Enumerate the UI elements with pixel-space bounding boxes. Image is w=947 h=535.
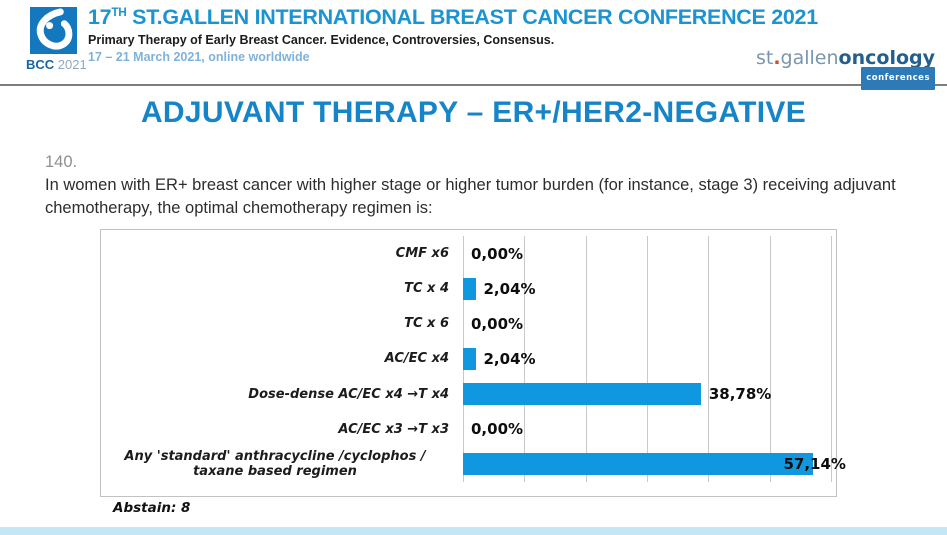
bar-plot-area: 0,00% <box>463 236 831 271</box>
bar-plot-area: 57,14% <box>463 447 846 482</box>
sg-gallen: gallen <box>780 47 839 69</box>
bar-row: AC/EC x4 2,04% <box>101 341 831 376</box>
bar-category-label: TC x 4 <box>404 281 449 297</box>
bar-row: CMF x6 0,00% <box>101 236 831 271</box>
bar-fill <box>463 453 814 476</box>
gridline <box>647 236 648 482</box>
bar-value-label: 2,04% <box>483 349 536 368</box>
bar-category-label: AC/EC x3 →T x3 <box>338 421 449 437</box>
bar-row: TC x 4 2,04% <box>101 271 831 306</box>
bar-value-label: 0,00% <box>471 244 524 263</box>
conference-title-rest: ST.GALLEN INTERNATIONAL BREAST CANCER CO… <box>126 5 818 30</box>
gridline <box>524 236 526 482</box>
slide-title: ADJUVANT THERAPY – ER+/HER2-NEGATIVE <box>140 96 807 129</box>
bar-row: TC x 6 0,00% <box>101 306 831 341</box>
conference-subtitle: Primary Therapy of Early Breast Cancer. … <box>88 33 555 48</box>
bar-row: AC/EC x3 →T x3 0,00% <box>101 412 831 447</box>
bar-category-label: TC x 6 <box>404 316 449 332</box>
conference-title: 17TH ST.GALLEN INTERNATIONAL BREAST CANC… <box>88 5 818 30</box>
question-number: 140. <box>45 153 78 171</box>
bar-chart: CMF x6 0,00% TC x 4 2,04% TC x 6 0,00% AC/EC x… <box>100 229 846 497</box>
sg-badge-row: conferences <box>756 64 935 90</box>
sg-dot: . <box>773 47 781 69</box>
bar-value-label: 0,00% <box>471 420 524 439</box>
conference-title-number: 17 <box>88 5 112 30</box>
bar-category-label: AC/EC x4 <box>384 351 449 367</box>
conference-header: BCC 2021 17TH ST.GALLEN INTERNATIONAL BR… <box>0 0 947 90</box>
bar-fill <box>463 277 476 300</box>
conference-dateline: 17 – 21 March 2021, online worldwide <box>88 50 310 65</box>
bottom-accent-strip <box>0 527 947 535</box>
gridline <box>831 236 832 482</box>
sg-oncology: oncology <box>838 47 935 69</box>
bar-plot-area: 2,04% <box>463 271 831 306</box>
bar-row: Dose-dense AC/EC x4 →T x4 38,78% <box>101 377 831 412</box>
gridline <box>769 236 771 482</box>
bar-row: Any 'standard' anthracycline /cyclophos … <box>101 447 846 482</box>
bcc-text: BCC <box>26 57 55 72</box>
breast-drop-icon <box>36 8 73 50</box>
bar-fill <box>463 347 476 370</box>
question-block: 140. In women with ER+ breast cancer wit… <box>45 151 903 220</box>
sg-conferences-badge: conferences <box>861 67 935 90</box>
conference-title-block: 17TH ST.GALLEN INTERNATIONAL BREAST CANC… <box>88 5 818 64</box>
bar-plot-area: 0,00% <box>463 306 831 341</box>
bar-plot-area: 2,04% <box>463 341 831 376</box>
bcc-year: 2021 <box>57 57 87 72</box>
gridline <box>708 236 710 482</box>
gridline <box>585 236 587 482</box>
bar-value-label: 2,04% <box>483 279 536 298</box>
bar-category-label: CMF x6 <box>395 246 449 262</box>
sg-st: st <box>755 47 774 69</box>
st-gallen-oncology-wordmark: st.gallenoncology <box>756 48 935 68</box>
bar-category-label: Dose-dense AC/EC x4 →T x4 <box>248 386 449 402</box>
bar-value-label: 57,14% <box>783 455 846 474</box>
bar-value-label: 0,00% <box>471 314 524 333</box>
conference-title-ordinal: TH <box>111 5 127 19</box>
st-gallen-oncology-logo: st.gallenoncology conferences <box>756 48 935 90</box>
bar-category-label: Any 'standard' anthracycline /cyclophos … <box>124 449 426 480</box>
question-text: In women with ER+ breast cancer with hig… <box>45 176 896 217</box>
bar-plot-area: 38,78% <box>463 377 831 412</box>
chart-rows: CMF x6 0,00% TC x 4 2,04% TC x 6 0,00% AC/EC x… <box>101 236 846 482</box>
bcc-2021-logo <box>30 7 77 54</box>
bcc-logo-caption: BCC 2021 <box>26 57 87 72</box>
bar-plot-area: 0,00% <box>463 412 831 447</box>
abstain-note: Abstain: 8 <box>113 500 191 516</box>
bar-value-label: 38,78% <box>708 385 772 404</box>
bar-fill <box>463 383 701 406</box>
